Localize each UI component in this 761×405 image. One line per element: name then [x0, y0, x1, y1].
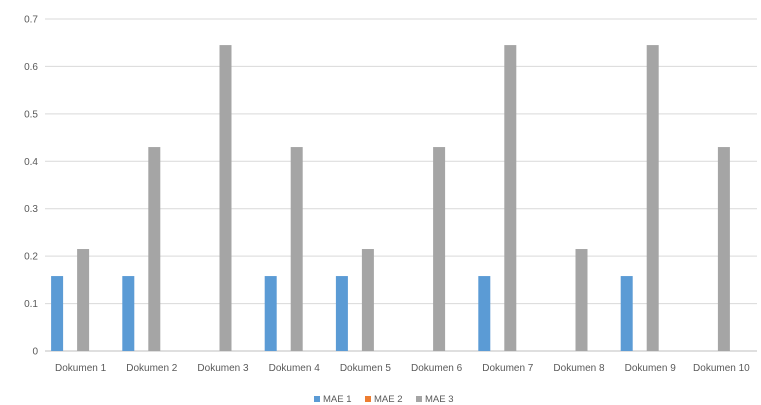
bar-mae-1-2 [122, 276, 135, 351]
bar-mae-1-4 [264, 276, 277, 351]
legend-label: MAE 3 [425, 394, 454, 405]
bar-mae-3-6 [433, 147, 446, 351]
y-tick-label: 0 [32, 347, 38, 358]
x-tick-label: Dokumen 9 [625, 363, 677, 374]
y-tick-label: 0.5 [24, 109, 38, 120]
x-tick-label: Dokumen 10 [693, 363, 750, 374]
bar-mae-3-1 [77, 249, 90, 351]
gridlines [45, 18, 757, 352]
y-tick-label: 0.6 [24, 62, 38, 73]
x-tick-label: Dokumen 4 [269, 363, 321, 374]
bar-mae-3-9 [646, 45, 659, 351]
y-tick-label: 0.1 [24, 299, 38, 310]
x-tick-label: Dokumen 7 [482, 363, 534, 374]
bar-mae-1-9 [620, 276, 633, 351]
y-tick-label: 0.4 [24, 157, 38, 168]
legend-label: MAE 1 [323, 394, 352, 405]
bar-mae-3-10 [717, 147, 730, 351]
x-tick-label: Dokumen 8 [553, 363, 605, 374]
x-axis-ticks: Dokumen 1 Dokumen 2 Dokumen 3 Dokumen 4 Doku… [55, 363, 750, 374]
bar-mae-3-5 [361, 249, 374, 351]
x-tick-label: Dokumen 3 [197, 363, 249, 374]
bar-mae-3-7 [504, 45, 517, 351]
y-tick-label: 0.3 [24, 204, 38, 215]
bar-mae-1-5 [335, 276, 348, 351]
y-axis-ticks: 0 0.1 0.2 0.3 0.4 0.5 0.6 0.7 [24, 15, 38, 358]
legend-label: MAE 2 [374, 394, 403, 405]
y-tick-label: 0.2 [24, 252, 38, 263]
x-tick-label: Dokumen 1 [55, 363, 107, 374]
bar-mae-3-4 [290, 147, 303, 351]
bar-mae-1-1 [51, 276, 64, 351]
legend-swatch [365, 396, 371, 402]
legend-swatch [416, 396, 422, 402]
legend: MAE 1 MAE 2 MAE 3 [314, 394, 454, 405]
bars [51, 45, 730, 351]
x-tick-label: Dokumen 2 [126, 363, 178, 374]
bar-mae-3-3 [219, 45, 232, 351]
x-tick-label: Dokumen 5 [340, 363, 392, 374]
bar-mae-3-8 [575, 249, 588, 351]
x-tick-label: Dokumen 6 [411, 363, 463, 374]
bar-mae-1-7 [478, 276, 491, 351]
legend-swatch [314, 396, 320, 402]
bar-mae-3-2 [148, 147, 161, 351]
y-tick-label: 0.7 [24, 15, 38, 26]
